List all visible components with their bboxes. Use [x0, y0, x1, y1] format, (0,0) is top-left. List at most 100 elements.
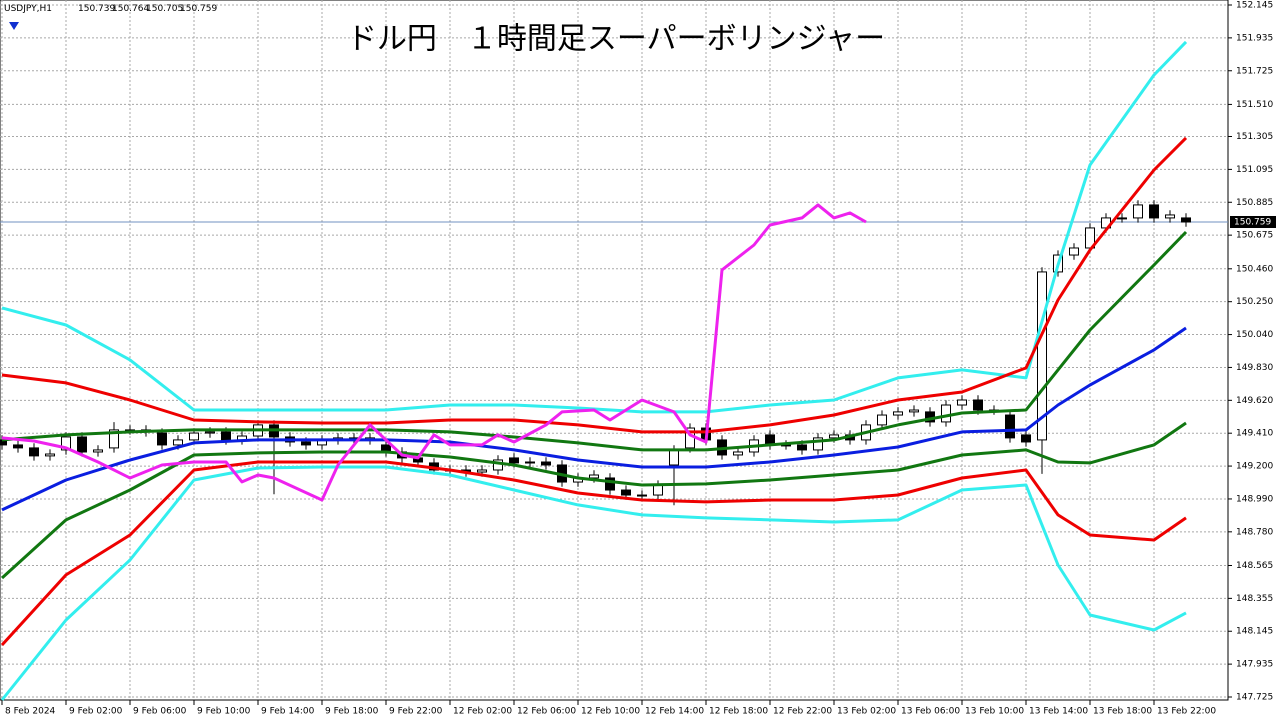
chart-title: ドル円 １時間足スーパーボリンジャー	[347, 22, 885, 57]
y-tick-label: 151.095	[1236, 165, 1273, 175]
grid	[0, 0, 1228, 700]
y-tick-label: 148.780	[1236, 527, 1273, 537]
y-tick-label: 149.620	[1236, 396, 1273, 406]
y-tick-label: 151.305	[1236, 132, 1273, 142]
candle-body	[109, 429, 119, 449]
y-tick-label: 151.935	[1236, 33, 1273, 43]
candle-body	[189, 432, 199, 441]
ohlc-value: 150.759	[180, 4, 217, 14]
indicator-line	[1, 203, 867, 502]
x-tick-label: 13 Feb 22:00	[1157, 707, 1216, 717]
y-tick-label: 147.935	[1236, 660, 1273, 670]
candle-body	[173, 439, 183, 446]
candle-body	[1133, 204, 1143, 219]
indicator-line	[1, 326, 1187, 512]
x-tick-label: 9 Feb 22:00	[389, 707, 443, 717]
candle-body	[301, 441, 311, 446]
candle-body	[1005, 414, 1015, 439]
ohlc-value: 150.739	[78, 4, 115, 14]
indicator-line	[1, 230, 1188, 452]
y-tick-label: 150.675	[1236, 231, 1273, 241]
candle-body	[509, 457, 519, 464]
y-tick-label: 148.990	[1236, 494, 1273, 504]
candle-body	[605, 477, 615, 491]
candle-body	[541, 461, 551, 466]
y-tick-label: 148.355	[1236, 594, 1273, 604]
y-tick-label: 151.510	[1236, 100, 1273, 110]
x-tick-label: 8 Feb 2024	[5, 707, 56, 717]
candle-body	[877, 414, 887, 426]
x-tick-label: 12 Feb 22:00	[773, 707, 832, 717]
y-tick-label: 148.145	[1236, 627, 1273, 637]
candle-body	[621, 489, 631, 496]
x-tick-label: 9 Feb 02:00	[69, 707, 123, 717]
x-tick-label: 9 Feb 14:00	[261, 707, 315, 717]
candle-body	[893, 411, 903, 416]
candle-body	[221, 431, 231, 441]
candle-body	[157, 432, 167, 446]
indicator-line	[0, 465, 1187, 701]
y-tick-label: 147.725	[1236, 693, 1273, 703]
y-tick-label: 151.725	[1236, 66, 1273, 76]
x-tick-label: 13 Feb 14:00	[1029, 707, 1088, 717]
ohlc-value: 150.705	[146, 4, 183, 14]
candle-body	[1021, 434, 1031, 443]
y-tick-label: 149.830	[1236, 363, 1273, 373]
plot-area	[0, 0, 1229, 701]
indicator-line	[1, 40, 1188, 414]
candle-body	[653, 484, 663, 496]
y-tick-label: 150.250	[1236, 297, 1273, 307]
candle-body	[525, 461, 535, 464]
candle-body	[797, 444, 807, 451]
x-tick-label: 9 Feb 06:00	[133, 707, 187, 717]
candle-body	[0, 439, 7, 446]
candle-body	[477, 469, 487, 473]
candle-body	[589, 474, 599, 479]
candle-body	[733, 451, 743, 456]
y-tick-label: 150.460	[1236, 264, 1273, 274]
x-tick-label: 13 Feb 06:00	[901, 707, 960, 717]
x-tick-label: 9 Feb 10:00	[197, 707, 251, 717]
candle-body	[1149, 204, 1159, 219]
candle-body	[205, 431, 215, 434]
indicator-line	[0, 421, 1187, 580]
current-price-label: 150.759	[1234, 217, 1271, 227]
candle-body	[669, 449, 679, 466]
indicator-line	[1, 136, 1188, 434]
indicator-line	[0, 460, 1187, 647]
y-tick-label: 150.885	[1236, 198, 1273, 208]
candle-body	[637, 494, 647, 497]
y-tick-label: 150.040	[1236, 330, 1273, 340]
candle-body	[1181, 217, 1191, 223]
candle-body	[941, 404, 951, 423]
y-tick-label: 152.145	[1236, 1, 1273, 11]
candle-body	[1117, 217, 1127, 220]
candle-body	[1165, 214, 1175, 219]
x-tick-label: 13 Feb 10:00	[965, 707, 1024, 717]
x-tick-label: 12 Feb 10:00	[581, 707, 640, 717]
candle-body	[93, 449, 103, 453]
x-tick-label: 13 Feb 18:00	[1093, 707, 1152, 717]
candle-body	[13, 444, 23, 449]
y-tick-label: 149.200	[1236, 462, 1273, 472]
x-tick-label: 9 Feb 18:00	[325, 707, 379, 717]
y-tick-label: 148.565	[1236, 561, 1273, 571]
candle-body	[1069, 247, 1079, 256]
x-tick-label: 12 Feb 18:00	[709, 707, 768, 717]
current-price-box	[1230, 215, 1276, 228]
marks	[0, 40, 1228, 701]
candle-body	[45, 453, 55, 457]
candle-body	[1037, 271, 1047, 441]
candle-body	[957, 399, 967, 406]
candle-body	[61, 436, 71, 451]
candle-body	[813, 437, 823, 451]
x-tick-label: 12 Feb 14:00	[645, 707, 704, 717]
symbol: USDJPY,H1	[4, 4, 52, 14]
candle-body	[909, 409, 919, 413]
y-tick-label: 149.410	[1236, 429, 1273, 439]
x-tick-label: 12 Feb 06:00	[517, 707, 576, 717]
candle-body	[77, 436, 87, 453]
x-tick-label: 12 Feb 02:00	[453, 707, 512, 717]
